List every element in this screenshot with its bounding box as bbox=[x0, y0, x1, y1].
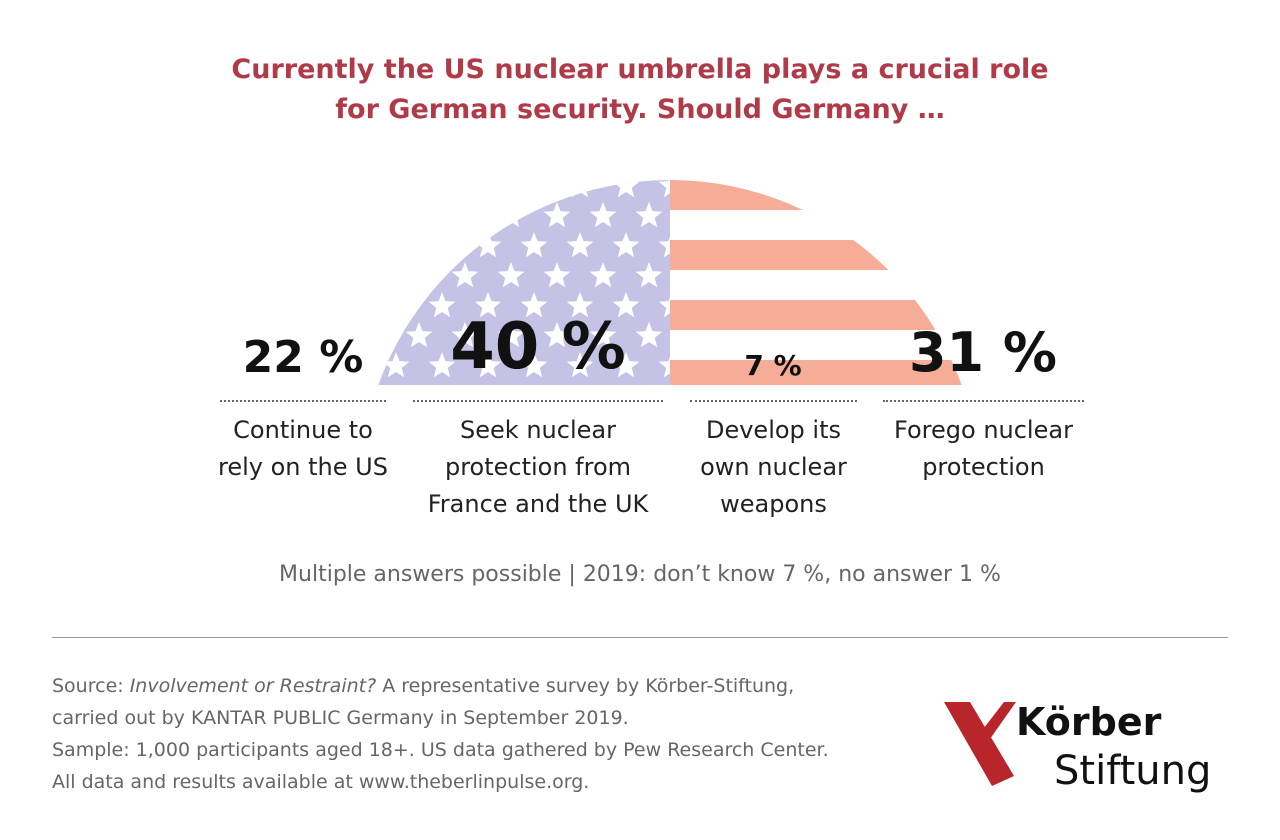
flag-star bbox=[566, 352, 594, 378]
flag-star bbox=[474, 292, 502, 318]
category-label-line: protection from bbox=[444, 453, 632, 481]
title-line-1: Currently the US nuclear umbrella plays … bbox=[231, 54, 1049, 85]
flag-star bbox=[543, 262, 571, 288]
flag-star bbox=[612, 352, 640, 378]
flag-stripe bbox=[670, 360, 980, 385]
value-label: 31 % bbox=[908, 320, 1058, 384]
flag-star bbox=[451, 322, 479, 348]
flag-star bbox=[382, 232, 410, 258]
flag-star bbox=[360, 180, 364, 198]
category-label-line: Forego nuclear bbox=[894, 416, 1073, 444]
flag-star bbox=[360, 292, 364, 318]
value-label: 7 % bbox=[744, 349, 802, 383]
flag-star bbox=[497, 262, 525, 288]
flag-star bbox=[428, 180, 456, 198]
flag-star bbox=[635, 262, 663, 288]
flag-star bbox=[451, 202, 479, 228]
flag-star bbox=[543, 202, 571, 228]
flag-star bbox=[612, 292, 640, 318]
source-line-2: carried out by KANTAR PUBLIC Germany in … bbox=[52, 707, 629, 729]
flag-stripe bbox=[670, 240, 980, 270]
flag-star bbox=[382, 292, 410, 318]
flag-star bbox=[474, 232, 502, 258]
category-label-3: Develop its own nuclear weapons bbox=[680, 412, 867, 523]
category-rule-2 bbox=[413, 400, 663, 402]
flag-star bbox=[520, 352, 548, 378]
flag-star bbox=[360, 232, 364, 258]
flag-star bbox=[451, 262, 479, 288]
flag-star bbox=[360, 202, 387, 228]
flag-star bbox=[382, 352, 410, 378]
source-line-3: Sample: 1,000 participants aged 18+. US … bbox=[52, 739, 829, 761]
flag-star bbox=[543, 322, 571, 348]
flag-star bbox=[520, 180, 548, 198]
source-line-4: All data and results available at www.th… bbox=[52, 771, 590, 793]
category-label-line: France and the UK bbox=[427, 490, 649, 518]
flag-star bbox=[428, 352, 456, 378]
source-line-1: Source: Involvement or Restraint? A repr… bbox=[52, 670, 829, 702]
logo-text-stiftung: Stiftung bbox=[1054, 748, 1212, 794]
value-label: 40 % bbox=[450, 309, 626, 384]
flag-semicircle bbox=[360, 180, 980, 385]
flag-star bbox=[405, 262, 433, 288]
flag-star bbox=[520, 292, 548, 318]
flag-star bbox=[428, 292, 456, 318]
flag-star bbox=[405, 322, 433, 348]
category-label-line: Continue to bbox=[233, 416, 373, 444]
category-rule-3 bbox=[690, 400, 857, 402]
category-label-4: Forego nuclear protection bbox=[873, 412, 1094, 486]
flag-star bbox=[612, 232, 640, 258]
category-rule-4 bbox=[883, 400, 1084, 402]
category-label-2: Seek nuclear protection from France and … bbox=[413, 412, 663, 523]
flag-star bbox=[589, 202, 617, 228]
flag-star bbox=[566, 292, 594, 318]
flag-star bbox=[612, 180, 640, 198]
category-label-1: Continue to rely on the US bbox=[200, 412, 406, 486]
footnote: Multiple answers possible | 2019: don’t … bbox=[279, 562, 1001, 587]
category-label-line: Develop its bbox=[705, 416, 841, 444]
source-title: Involvement or Restraint? bbox=[129, 675, 377, 697]
source-line-1-rest: A representative survey by Körber-Stiftu… bbox=[376, 675, 795, 697]
flag-star bbox=[589, 322, 617, 348]
flag-star bbox=[589, 262, 617, 288]
chart-title: Currently the US nuclear umbrella plays … bbox=[0, 50, 1280, 130]
flag-star bbox=[474, 180, 502, 198]
flag-star bbox=[520, 232, 548, 258]
logo-text-koerber: Körber bbox=[1016, 700, 1162, 744]
flag-star bbox=[566, 232, 594, 258]
source-prefix: Source: bbox=[52, 675, 130, 697]
category-label-line: protection bbox=[922, 453, 1045, 481]
title-line-2: for German security. Should Germany … bbox=[335, 94, 945, 125]
category-label-line: rely on the US bbox=[218, 453, 388, 481]
logo-mark-icon bbox=[944, 702, 1016, 786]
flag-star bbox=[635, 322, 663, 348]
flag-star bbox=[497, 322, 525, 348]
koerber-stiftung-logo: Körber Stiftung bbox=[940, 698, 1240, 808]
flag-stripe bbox=[670, 180, 980, 210]
flag-star bbox=[360, 262, 387, 288]
flag-star bbox=[428, 232, 456, 258]
flag-star bbox=[474, 352, 502, 378]
source-block: Source: Involvement or Restraint? A repr… bbox=[52, 670, 829, 798]
category-rule-1 bbox=[220, 400, 386, 402]
divider bbox=[52, 637, 1228, 638]
category-label-line: Seek nuclear bbox=[460, 416, 616, 444]
category-label-line: weapons bbox=[720, 490, 827, 518]
value-label: 22 % bbox=[242, 331, 364, 383]
flag-star bbox=[405, 202, 433, 228]
flag-star bbox=[635, 202, 663, 228]
category-label-line: own nuclear bbox=[700, 453, 847, 481]
flag-star bbox=[382, 180, 410, 198]
